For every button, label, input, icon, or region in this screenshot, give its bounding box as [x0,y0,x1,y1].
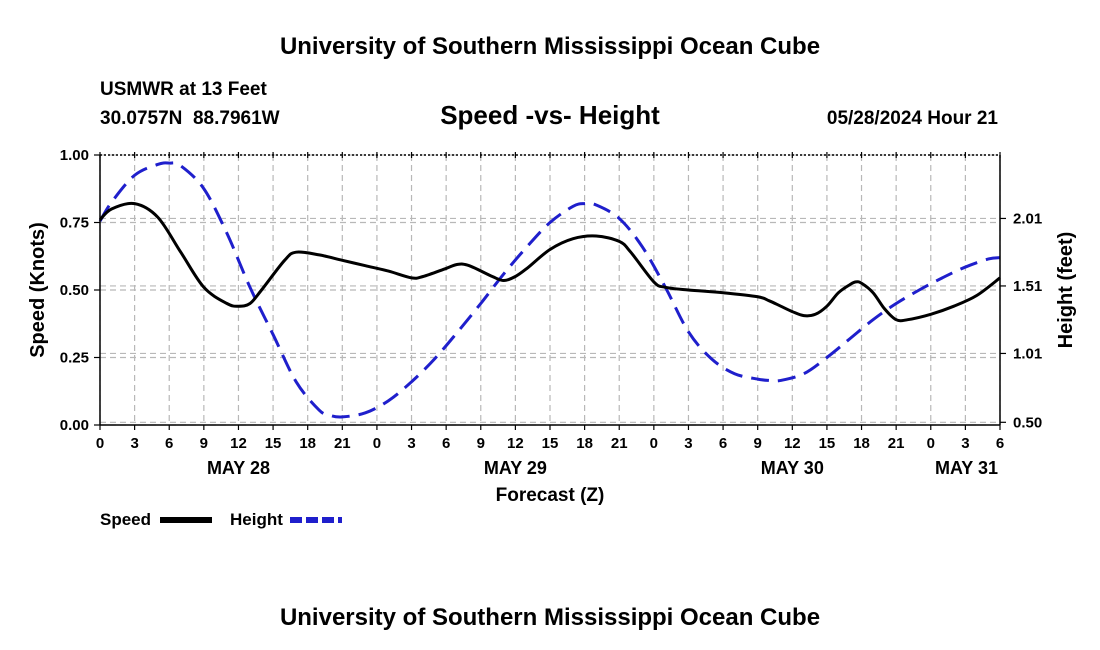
x-tick-label: 15 [265,435,282,452]
x-tick-label: 12 [507,435,524,452]
x-tick-label: 21 [611,435,628,452]
day-label: MAY 29 [484,458,547,478]
x-tick-label: 3 [684,435,692,452]
right-tick-label: 1.51 [1013,278,1042,295]
right-axis-title: Height (feet) [1055,232,1077,349]
grid [99,154,1001,426]
x-tick-label: 3 [961,435,969,452]
main-title: University of Southern Mississippi Ocean… [280,33,820,60]
legend-speed-label: Speed [100,510,151,529]
x-tick-label: 15 [819,435,836,452]
series-group [98,161,1001,419]
left-tick-label: 0.00 [60,417,89,434]
height-series-line [98,161,1001,419]
x-tick-label: 6 [719,435,727,452]
footer-title: University of Southern Mississippi Ocean… [280,604,820,631]
right-tick-label: 2.01 [1013,210,1042,227]
x-tick-label: 3 [130,435,138,452]
right-tick-label: 1.01 [1013,345,1042,362]
speed-series-line [98,201,1001,323]
x-tick-label: 6 [165,435,173,452]
day-label: MAY 30 [761,458,824,478]
x-tick-label: 9 [477,435,485,452]
x-axis-title: Forecast (Z) [496,485,605,506]
x-tick-label: 18 [576,435,593,452]
left-tick-label: 0.75 [60,215,89,232]
x-tick-label: 12 [230,435,247,452]
x-tick-label: 3 [407,435,415,452]
day-label: MAY 31 [935,458,998,478]
station-label: USMWR at 13 Feet [100,79,267,100]
x-tick-label: 12 [784,435,801,452]
axes: 0 3 6 9 12 15 18 21 0 3 6 9 12 15 18 21 0 3 6 9 12 15 18 21 0 3 6 M… [60,147,1042,478]
x-tick-label: 18 [853,435,870,452]
x-tick-label: 0 [373,435,381,452]
chart-subtitle: Speed -vs- Height [440,100,660,130]
x-tick-label: 0 [96,435,104,452]
x-tick-label: 9 [754,435,762,452]
x-tick-label: 18 [299,435,316,452]
x-tick-label: 21 [888,435,905,452]
x-tick-label: 9 [200,435,208,452]
left-tick-label: 0.50 [60,282,89,299]
x-tick-label: 6 [442,435,450,452]
day-label: MAY 28 [207,458,270,478]
right-tick-label: 0.50 [1013,414,1042,431]
legend-height-label: Height [230,510,283,529]
station-coords: 30.0757N 88.7961W [100,108,280,129]
x-tick-label: 15 [542,435,559,452]
forecast-datetime: 05/28/2024 Hour 21 [827,108,999,129]
left-tick-label: 1.00 [60,147,89,164]
x-tick-label: 0 [927,435,935,452]
x-tick-label: 6 [996,435,1004,452]
x-tick-label: 0 [650,435,658,452]
legend: Speed Height [100,510,342,529]
x-tick-label: 21 [334,435,351,452]
left-axis-title: Speed (Knots) [27,222,49,358]
left-tick-label: 0.25 [60,350,89,367]
